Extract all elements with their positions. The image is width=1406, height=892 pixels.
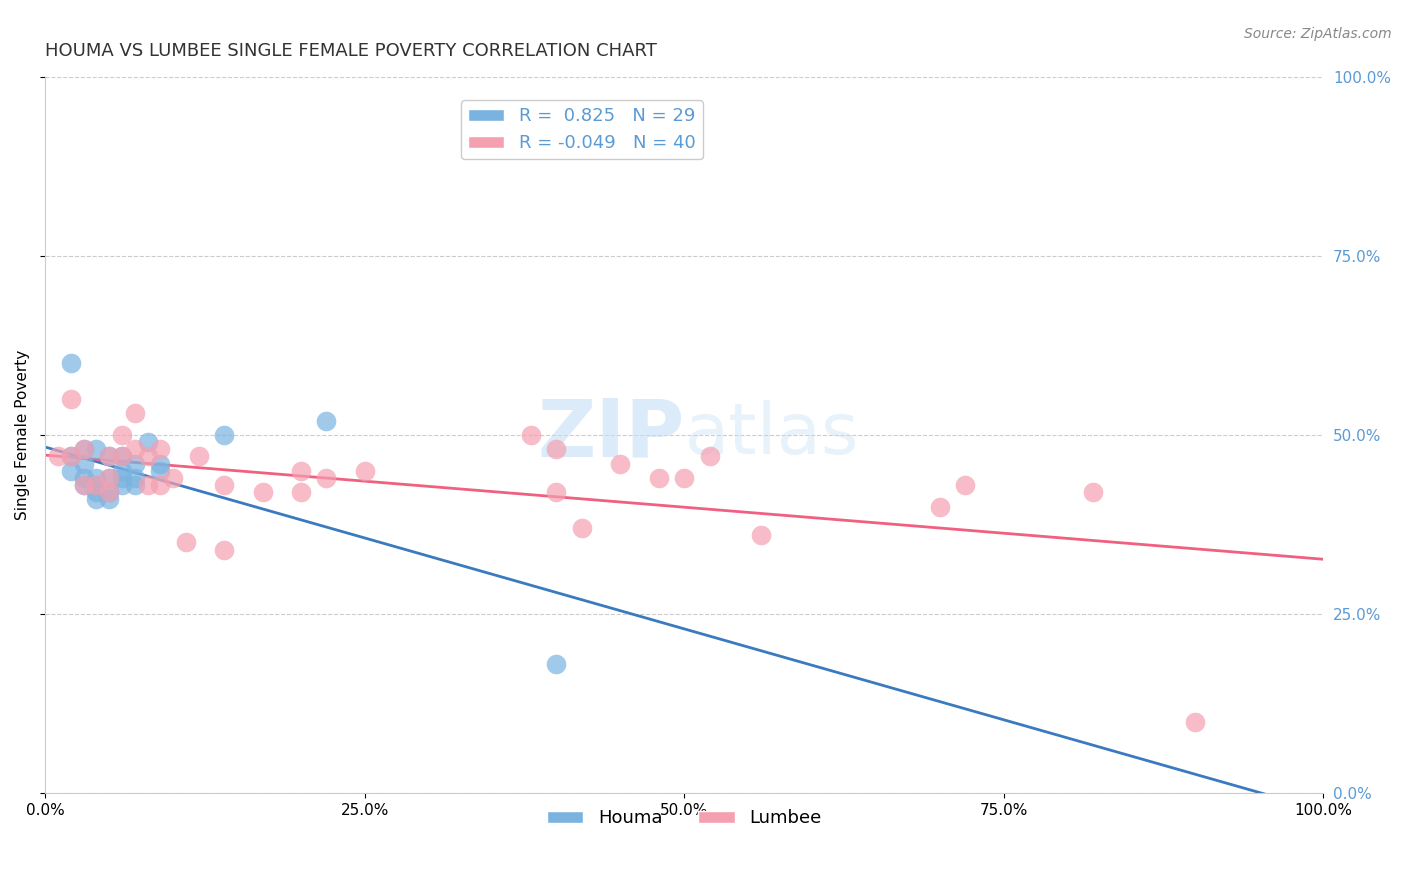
Point [149, 478, 172, 492]
Y-axis label: Single Female Poverty: Single Female Poverty [15, 350, 30, 520]
Point [98, 450, 121, 464]
Point [673, 471, 696, 485]
Point [86, 471, 108, 485]
Point [162, 471, 184, 485]
Point [111, 428, 134, 442]
Point [86, 485, 108, 500]
Point [59, 450, 82, 464]
Point [124, 442, 146, 457]
Point [149, 442, 172, 457]
Point [111, 478, 134, 492]
Point [86, 492, 108, 507]
Point [212, 428, 235, 442]
Point [98, 492, 121, 507]
Point [149, 464, 172, 478]
Point [546, 485, 568, 500]
Point [59, 392, 82, 406]
Point [648, 471, 671, 485]
Point [1083, 485, 1105, 500]
Point [46, 450, 69, 464]
Text: HOUMA VS LUMBEE SINGLE FEMALE POVERTY CORRELATION CHART: HOUMA VS LUMBEE SINGLE FEMALE POVERTY CO… [45, 42, 657, 60]
Point [174, 535, 197, 549]
Text: ZIP: ZIP [537, 396, 685, 474]
Point [111, 450, 134, 464]
Point [59, 464, 82, 478]
Point [72, 442, 94, 457]
Point [86, 478, 108, 492]
Point [955, 478, 977, 492]
Point [149, 457, 172, 471]
Point [124, 407, 146, 421]
Point [1184, 714, 1206, 729]
Point [86, 478, 108, 492]
Point [290, 485, 312, 500]
Point [212, 542, 235, 557]
Point [315, 471, 337, 485]
Point [353, 464, 375, 478]
Point [290, 464, 312, 478]
Point [98, 471, 121, 485]
Text: Source: ZipAtlas.com: Source: ZipAtlas.com [1244, 27, 1392, 41]
Point [699, 450, 721, 464]
Point [72, 471, 94, 485]
Point [59, 356, 82, 370]
Point [124, 471, 146, 485]
Point [136, 450, 159, 464]
Point [111, 464, 134, 478]
Text: atlas: atlas [685, 401, 859, 469]
Point [609, 457, 631, 471]
Point [136, 435, 159, 450]
Point [124, 457, 146, 471]
Point [546, 442, 568, 457]
Point [315, 414, 337, 428]
Legend: Houma, Lumbee: Houma, Lumbee [540, 802, 828, 835]
Point [571, 521, 593, 535]
Point [111, 450, 134, 464]
Point [72, 478, 94, 492]
Point [72, 442, 94, 457]
Point [72, 478, 94, 492]
Point [98, 450, 121, 464]
Point [546, 657, 568, 672]
Point [111, 471, 134, 485]
Point [98, 485, 121, 500]
Point [136, 478, 159, 492]
Point [72, 457, 94, 471]
Point [98, 471, 121, 485]
Point [187, 450, 209, 464]
Point [928, 500, 950, 514]
Point [212, 478, 235, 492]
Point [86, 442, 108, 457]
Point [124, 478, 146, 492]
Point [252, 485, 274, 500]
Point [749, 528, 772, 542]
Point [520, 428, 543, 442]
Point [98, 485, 121, 500]
Point [59, 450, 82, 464]
